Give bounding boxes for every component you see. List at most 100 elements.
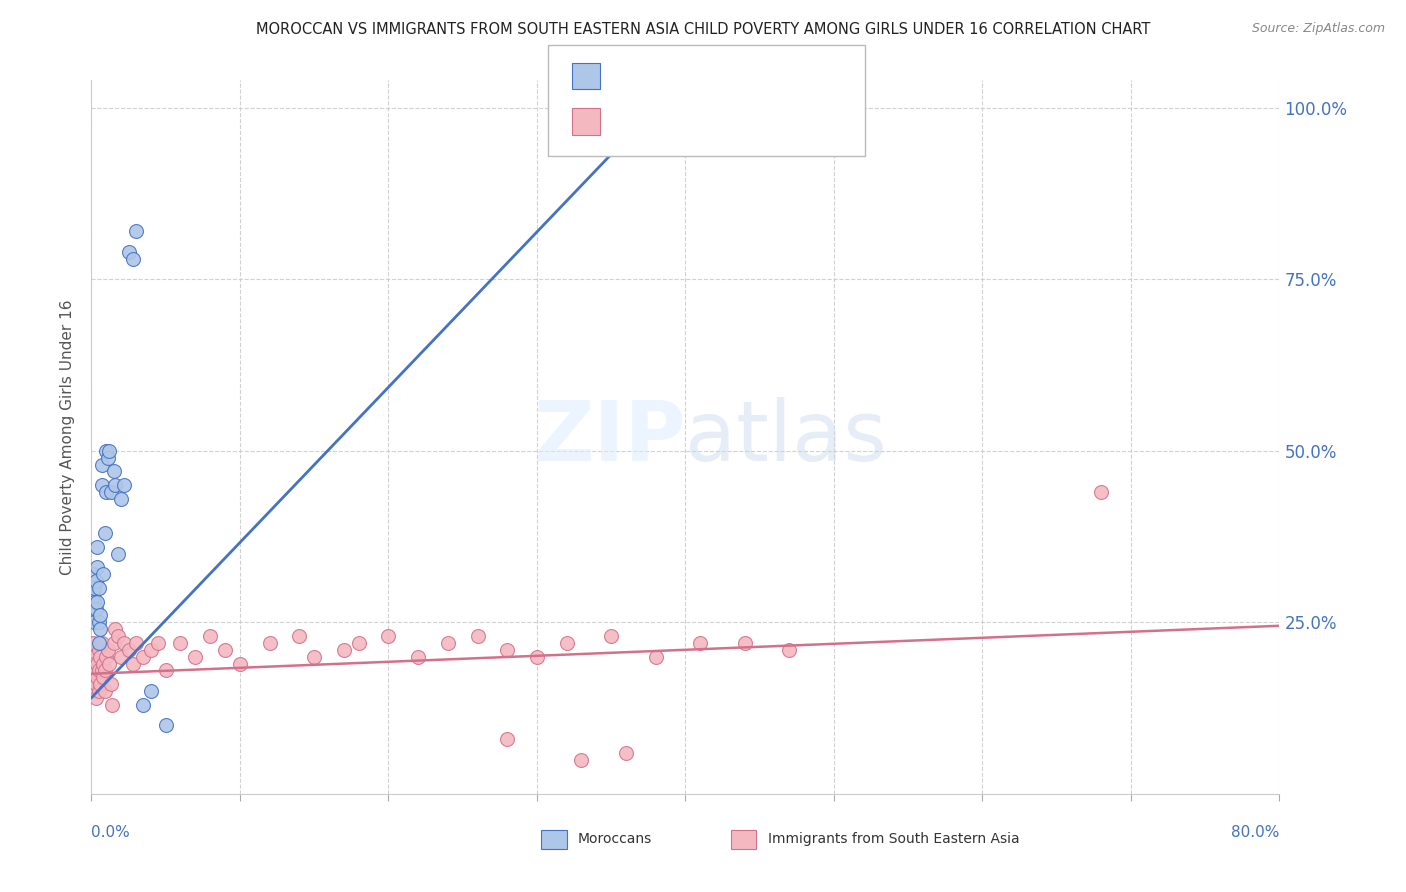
Point: [644, 649, 666, 664]
Point: [112, 636, 135, 650]
Point: [91, 670, 114, 684]
Point: [91, 567, 114, 582]
Point: [112, 478, 135, 492]
Point: [734, 636, 756, 650]
Point: [84, 664, 107, 678]
Point: [436, 636, 458, 650]
Point: [259, 636, 281, 650]
Point: [229, 657, 252, 671]
Point: [87, 664, 110, 678]
Point: [117, 642, 139, 657]
Point: [104, 478, 127, 492]
Point: [139, 642, 162, 657]
Point: [98, 657, 121, 671]
Text: Immigrants from South Eastern Asia: Immigrants from South Eastern Asia: [768, 832, 1019, 847]
Point: [90, 636, 112, 650]
Point: [82, 601, 104, 615]
Point: [467, 629, 489, 643]
Point: [94, 684, 117, 698]
Point: [333, 642, 356, 657]
Point: [90, 458, 112, 472]
Point: [94, 664, 117, 678]
Point: [571, 753, 593, 767]
Point: [155, 664, 177, 678]
Point: [110, 491, 132, 506]
Point: [82, 664, 104, 678]
Text: R = 0.143   N = 66: R = 0.143 N = 66: [614, 113, 759, 128]
Text: 80.0%: 80.0%: [1232, 825, 1279, 840]
Point: [117, 244, 139, 259]
Point: [83, 615, 105, 630]
Point: [82, 677, 104, 691]
Point: [87, 636, 110, 650]
Point: [89, 649, 111, 664]
Point: [122, 252, 145, 266]
Point: [97, 450, 120, 465]
Text: R = 0.671   N = 37: R = 0.671 N = 37: [614, 69, 759, 84]
Point: [107, 629, 129, 643]
Point: [614, 746, 637, 760]
Point: [84, 677, 107, 691]
Point: [184, 649, 207, 664]
Point: [600, 629, 623, 643]
Point: [288, 629, 311, 643]
Point: [86, 560, 108, 574]
Point: [125, 224, 148, 238]
Point: [406, 649, 429, 664]
Point: [302, 649, 325, 664]
Point: [139, 684, 162, 698]
Point: [86, 595, 108, 609]
Point: [104, 622, 127, 636]
Point: [91, 657, 114, 671]
Point: [96, 649, 118, 664]
Point: [125, 636, 148, 650]
Point: [377, 629, 399, 643]
Point: [98, 443, 121, 458]
Point: [84, 690, 107, 705]
Point: [132, 698, 155, 712]
Point: [496, 642, 519, 657]
Point: [496, 731, 519, 746]
Point: [103, 464, 125, 478]
Point: [100, 485, 122, 500]
Point: [110, 649, 132, 664]
Point: [86, 670, 108, 684]
Point: [1090, 485, 1112, 500]
Point: [94, 526, 117, 541]
Point: [107, 547, 129, 561]
Text: Source: ZipAtlas.com: Source: ZipAtlas.com: [1251, 22, 1385, 36]
Point: [82, 588, 104, 602]
Point: [83, 595, 105, 609]
Text: atlas: atlas: [685, 397, 887, 477]
Point: [87, 615, 110, 630]
Point: [82, 649, 104, 664]
Text: Moroccans: Moroccans: [578, 832, 652, 847]
Point: [87, 581, 110, 595]
Point: [97, 642, 120, 657]
Point: [200, 629, 222, 643]
Point: [89, 677, 111, 691]
Point: [89, 622, 111, 636]
Point: [347, 636, 370, 650]
Point: [96, 485, 118, 500]
Point: [526, 649, 548, 664]
Point: [83, 581, 105, 595]
Text: ZIP: ZIP: [533, 397, 685, 477]
Point: [84, 601, 107, 615]
Point: [555, 636, 578, 650]
Point: [169, 636, 191, 650]
Point: [96, 443, 118, 458]
Point: [90, 478, 112, 492]
Point: [90, 664, 112, 678]
Point: [87, 684, 110, 698]
Point: [89, 608, 111, 623]
Point: [214, 642, 236, 657]
Point: [83, 657, 105, 671]
Point: [84, 574, 107, 589]
Point: [148, 636, 170, 650]
Point: [689, 636, 711, 650]
Point: [83, 684, 105, 698]
Point: [83, 670, 105, 684]
Point: [103, 636, 125, 650]
Point: [100, 677, 122, 691]
